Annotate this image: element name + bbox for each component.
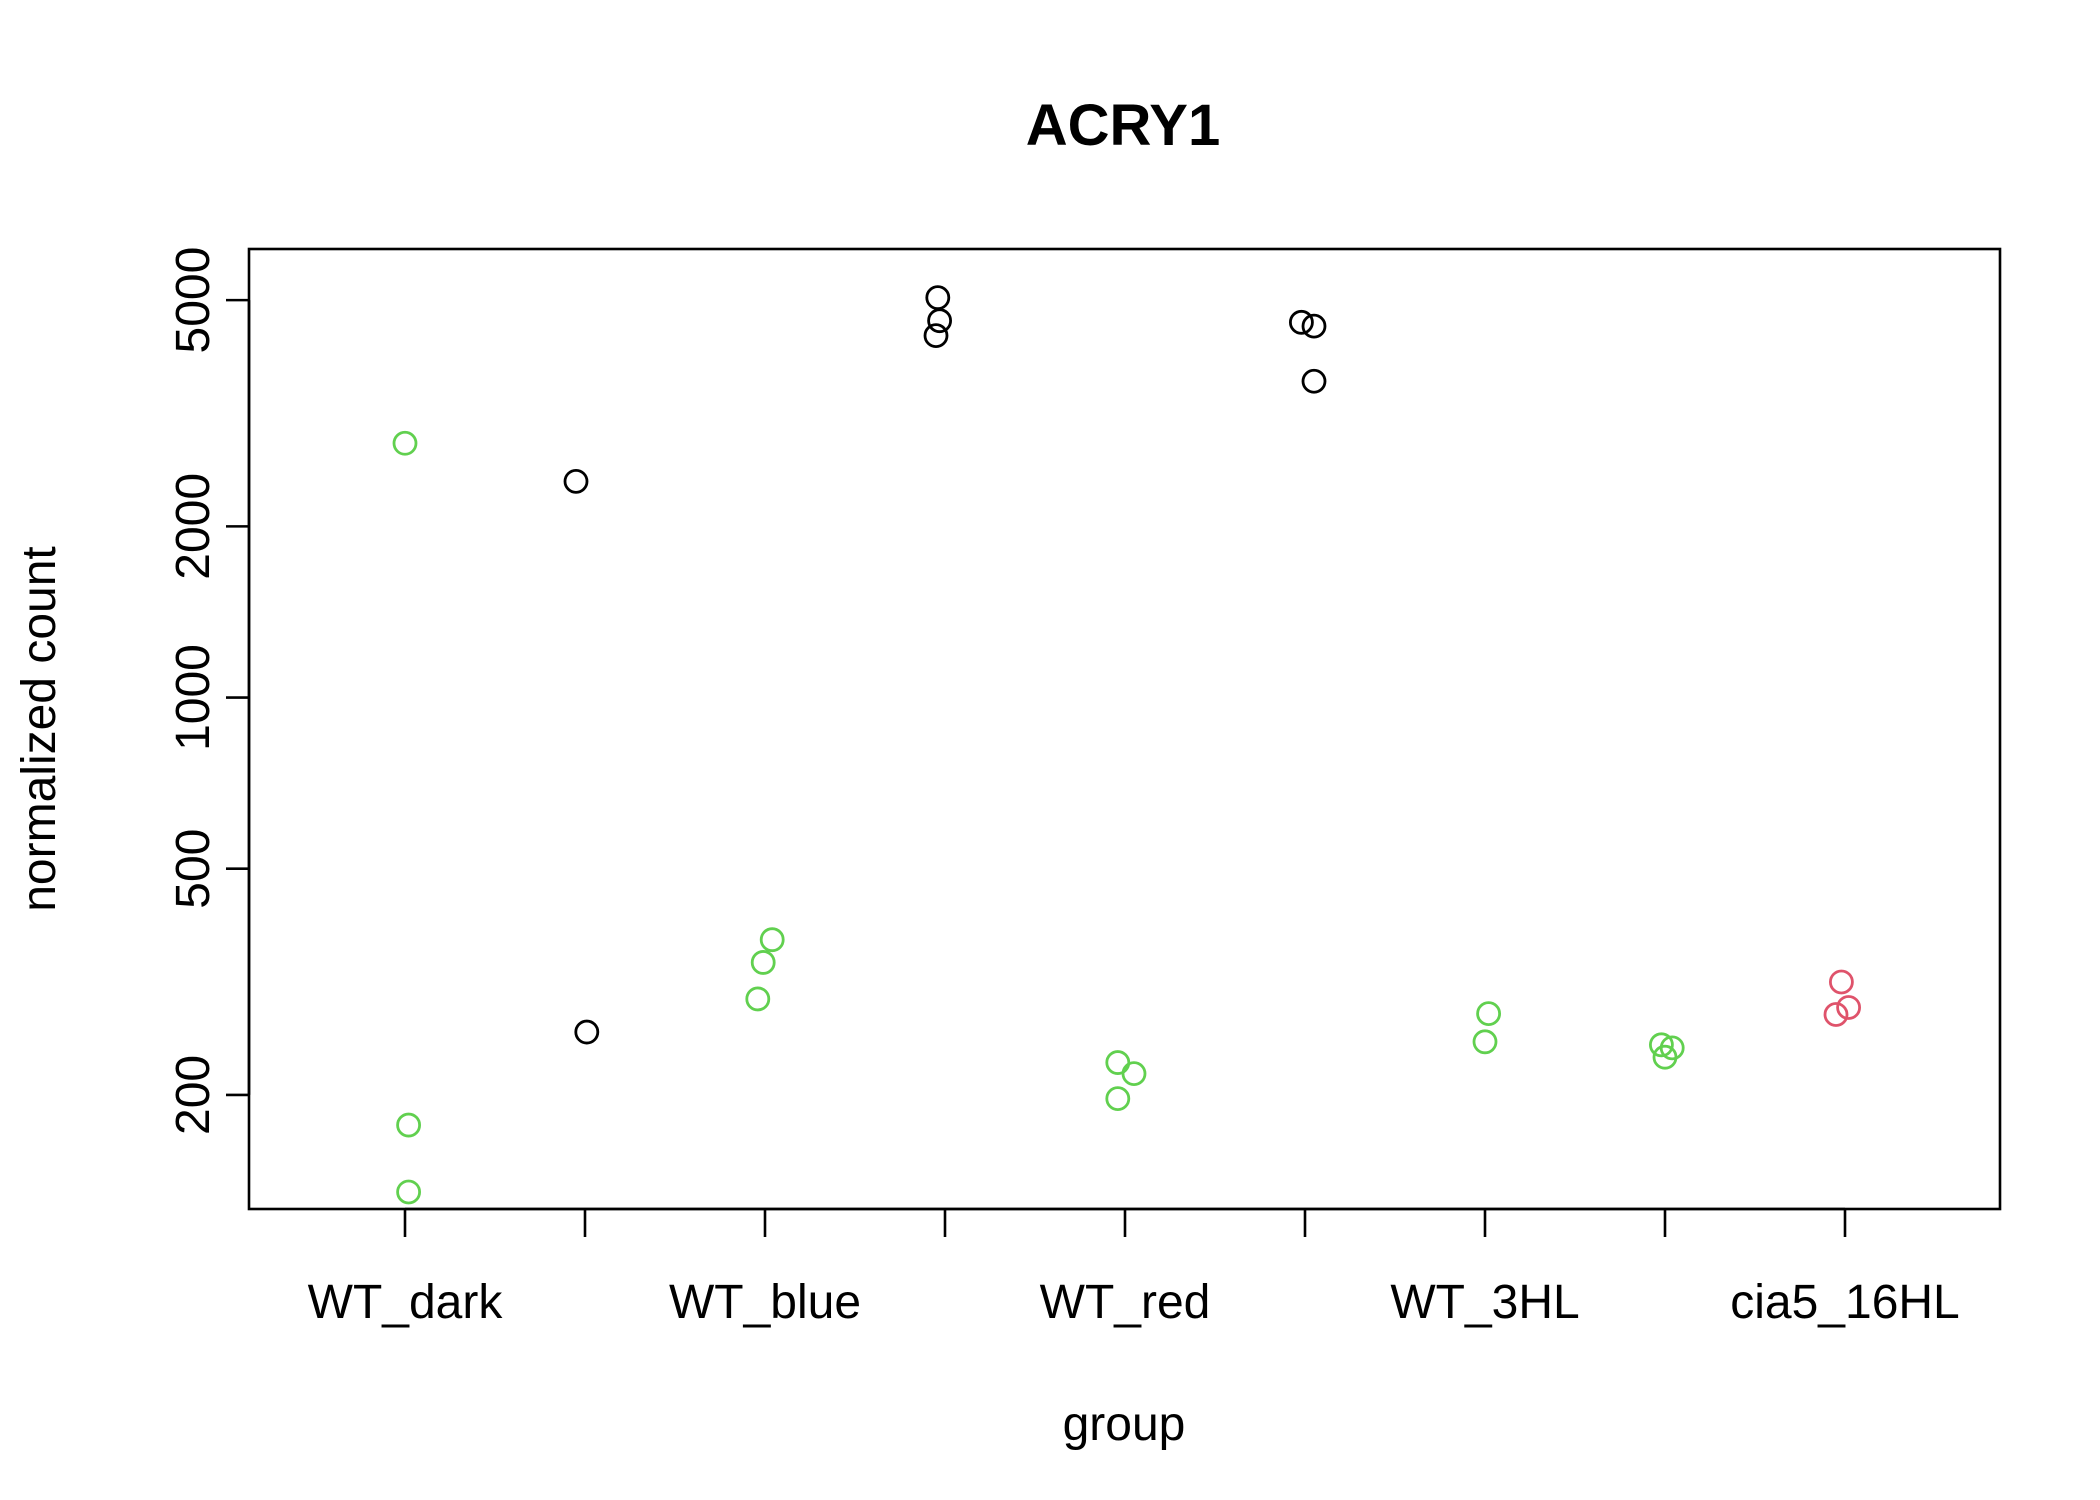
data-point xyxy=(1121,1061,1147,1087)
data-point xyxy=(923,323,949,349)
data-point xyxy=(1823,1002,1849,1027)
x-tick-label: WT_blue xyxy=(669,1276,861,1329)
data-point xyxy=(392,430,418,456)
data-point xyxy=(759,927,785,953)
x-tick-label: WT_dark xyxy=(308,1276,504,1329)
y-tick-label: 5000 xyxy=(167,247,220,354)
data-point xyxy=(1105,1050,1131,1075)
data-points xyxy=(392,285,1861,1205)
y-tick-label: 1000 xyxy=(167,644,220,751)
data-point xyxy=(1472,1029,1498,1055)
y-tick-label: 500 xyxy=(167,829,220,909)
data-point xyxy=(574,1019,600,1045)
data-point xyxy=(1105,1086,1131,1112)
data-point xyxy=(1301,368,1327,394)
x-tick-label: WT_3HL xyxy=(1390,1276,1579,1329)
y-axis-label: normalized count xyxy=(13,546,66,912)
data-point xyxy=(563,468,589,494)
data-point xyxy=(750,950,776,975)
data-point xyxy=(1836,995,1861,1020)
y-tick-label: 2000 xyxy=(167,473,220,580)
x-tick-label: WT_red xyxy=(1040,1276,1211,1329)
data-point xyxy=(396,1112,422,1138)
y-axis: 200 500 1000 2000 5000 xyxy=(167,247,251,1135)
data-point xyxy=(927,308,952,334)
x-axis-label: group xyxy=(1063,1398,1186,1451)
y-tick-label: 200 xyxy=(167,1055,220,1135)
data-point xyxy=(1476,1001,1501,1027)
data-point xyxy=(925,285,951,311)
data-point xyxy=(396,1179,422,1205)
data-point xyxy=(1289,309,1314,335)
x-axis: WT_dark WT_blue WT_red WT_3HL cia5_16HL xyxy=(308,1207,1960,1329)
x-tick-label: cia5_16HL xyxy=(1730,1276,1960,1329)
data-point xyxy=(745,986,771,1012)
data-point xyxy=(1649,1032,1674,1058)
data-point xyxy=(1829,969,1854,995)
plot-area-frame xyxy=(247,247,2002,1211)
data-point xyxy=(1652,1044,1678,1070)
data-point xyxy=(1301,313,1327,339)
chart-title: ACRY1 xyxy=(1026,93,1220,158)
